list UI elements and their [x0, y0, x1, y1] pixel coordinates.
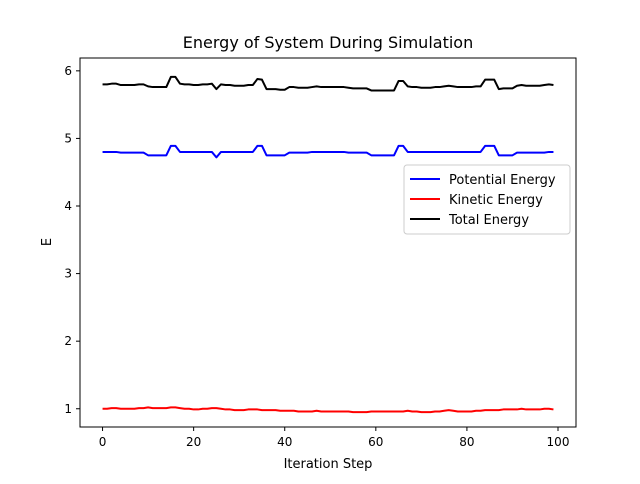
y-tick-label: 1: [64, 402, 72, 416]
x-tick-label: 80: [459, 435, 474, 449]
legend-box: [403, 164, 571, 235]
y-tick-label: 3: [64, 267, 72, 281]
y-axis-ticks: 1 2 3 4 5 6: [64, 64, 80, 416]
y-tick-label: 2: [64, 334, 72, 348]
x-tick-label: 60: [368, 435, 383, 449]
legend-label: Kinetic Energy: [449, 193, 543, 208]
plot-lines: [102, 75, 554, 414]
series-line-total-energy: [102, 75, 554, 92]
x-tick-label: 40: [277, 435, 292, 449]
legend-label: Potential Energy: [449, 173, 556, 188]
x-axis-ticks: 0 20 40 60 80 100: [99, 427, 570, 449]
y-tick-label: 6: [64, 64, 72, 78]
legend-label: Total Energy: [448, 213, 529, 228]
x-tick-label: 0: [99, 435, 107, 449]
series-line-kinetic-energy: [102, 406, 554, 414]
x-tick-label: 100: [547, 435, 570, 449]
y-tick-label: 4: [64, 199, 72, 213]
legend: Potential Energy Kinetic Energy Total Ener…: [403, 164, 571, 235]
y-tick-label: 5: [64, 131, 72, 145]
series-line-potential-energy: [102, 144, 554, 159]
y-axis-label: E: [40, 238, 55, 246]
x-axis-label: Iteration Step: [284, 457, 373, 472]
plot-frame: [79, 57, 577, 428]
x-tick-label: 20: [186, 435, 201, 449]
chart-title: Energy of System During Simulation: [183, 33, 473, 52]
